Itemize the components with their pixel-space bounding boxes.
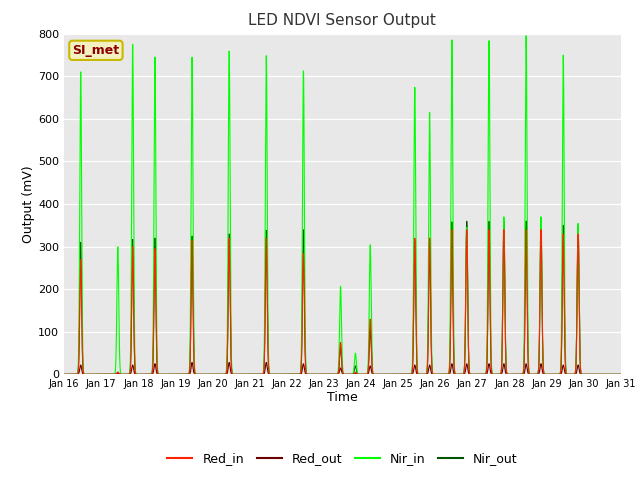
Line: Red_in: Red_in xyxy=(64,229,621,374)
Red_in xyxy=(298,308,306,313)
Red_in xyxy=(617,372,625,377)
Nir_out xyxy=(60,372,68,377)
Legend: Red_in, Red_out, Nir_in, Nir_out: Red_in, Red_out, Nir_in, Nir_out xyxy=(163,447,522,470)
Red_out xyxy=(325,372,333,377)
Nir_in xyxy=(617,372,625,377)
Red_out xyxy=(600,372,607,377)
Red_out xyxy=(299,365,307,371)
X-axis label: Time: Time xyxy=(327,391,358,404)
Nir_out xyxy=(610,372,618,377)
Red_in xyxy=(294,372,301,377)
Red_out xyxy=(610,372,618,377)
Red_out xyxy=(262,360,270,365)
Red_in xyxy=(600,372,607,377)
Red_out xyxy=(572,371,580,376)
Red_out xyxy=(617,372,625,377)
Nir_out xyxy=(298,296,306,301)
Text: SI_met: SI_met xyxy=(72,44,120,57)
Nir_out xyxy=(465,344,472,350)
Nir_out xyxy=(324,372,332,377)
Y-axis label: Output (mV): Output (mV) xyxy=(22,165,35,243)
Line: Nir_in: Nir_in xyxy=(64,36,621,374)
Nir_in xyxy=(298,212,306,218)
Line: Red_out: Red_out xyxy=(64,362,621,374)
Red_in xyxy=(610,372,618,377)
Red_in xyxy=(465,352,472,358)
Nir_in xyxy=(294,372,301,377)
Line: Nir_out: Nir_out xyxy=(64,221,621,374)
Red_in xyxy=(60,372,68,377)
Red_out xyxy=(465,370,472,376)
Red_in xyxy=(572,358,580,364)
Nir_in xyxy=(572,357,580,363)
Title: LED NDVI Sensor Output: LED NDVI Sensor Output xyxy=(248,13,436,28)
Nir_in xyxy=(600,372,607,377)
Nir_out xyxy=(522,218,530,224)
Nir_out xyxy=(600,372,607,377)
Red_in xyxy=(448,227,456,232)
Nir_in xyxy=(610,372,618,377)
Nir_in xyxy=(465,346,472,351)
Red_in xyxy=(324,372,332,377)
Nir_out xyxy=(572,357,580,363)
Nir_in xyxy=(60,372,68,377)
Nir_in xyxy=(522,33,530,39)
Nir_out xyxy=(617,372,625,377)
Red_out xyxy=(294,372,302,377)
Nir_out xyxy=(294,372,301,377)
Nir_in xyxy=(324,372,332,377)
Red_out xyxy=(60,372,68,377)
